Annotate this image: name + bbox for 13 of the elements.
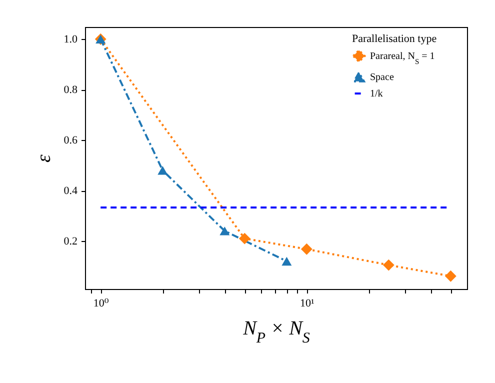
y-tick-label: 0.8 — [64, 84, 78, 96]
x-tick-label: 10⁰ — [93, 298, 110, 310]
legend-label: Space — [370, 72, 394, 83]
y-tick-label: 1.0 — [64, 34, 78, 46]
y-tick-label: 0.4 — [64, 185, 78, 198]
x-axis-title: N$_{P}$ × N$_{S}$ — [242, 318, 310, 346]
y-axis-title: ε — [32, 154, 55, 162]
legend-label: 1/k — [370, 88, 383, 100]
legend-title: Parallelisation type — [352, 33, 437, 45]
legend-label: Parareal, N$_{S}$ = 1 — [370, 51, 435, 66]
y-tick-label: 0.2 — [64, 236, 78, 248]
y-tick-label: 0.6 — [64, 134, 78, 147]
x-tick-label: 10¹ — [300, 298, 314, 310]
